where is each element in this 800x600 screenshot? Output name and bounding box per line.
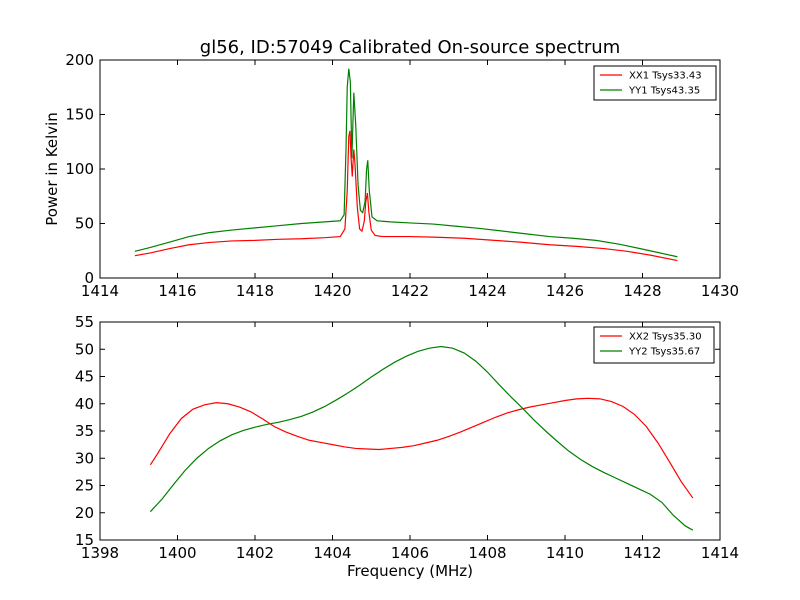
x-tick-label: 1414 [81, 282, 119, 300]
series-group [134, 68, 678, 262]
x-tick-label: 1426 [546, 282, 584, 300]
y-tick-label: 15 [75, 531, 94, 549]
series-line-xx [134, 130, 678, 262]
y-tick-label: 200 [65, 51, 94, 69]
x-tick-label: 1424 [468, 282, 506, 300]
x-tick-label: 1412 [623, 544, 661, 562]
series-line-yy [149, 345, 694, 531]
series-line-xx [149, 397, 694, 499]
x-tick-label: 1404 [313, 544, 351, 562]
bottom-plot: 1398 1400 1402 1404 1406 1408 1410 1412 1414 15 20… [75, 313, 739, 580]
legend-box [593, 326, 715, 364]
y-tick-label: 40 [75, 395, 94, 413]
x-tick-label: 1398 [81, 544, 119, 562]
x-tick-label: 1420 [313, 282, 351, 300]
x-tick-label: 1430 [701, 282, 739, 300]
legend: XX2 Tsys35.30 YY2 Tsys35.67 [593, 326, 715, 364]
y-axis-label: Power in Kelvin [43, 112, 61, 226]
x-tick-label: 1418 [236, 282, 274, 300]
y-tick-label: 35 [75, 422, 94, 440]
x-tick-label: 1408 [468, 544, 506, 562]
top-plot: 1414 1416 1418 1420 1422 1424 1426 1428 1430 0 50 1… [43, 51, 739, 300]
legend-label: XX2 Tsys35.30 [629, 332, 702, 343]
y-tick-label: 30 [75, 449, 94, 467]
x-tick-label: 1400 [158, 544, 196, 562]
x-axis-label: Frequency (MHz) [347, 562, 473, 580]
y-tick-label: 50 [75, 215, 94, 233]
y-tick-label: 55 [75, 313, 94, 331]
x-tick-label: 1414 [701, 544, 739, 562]
x-tick-label: 1406 [391, 544, 429, 562]
chart-title: gl56, ID:57049 Calibrated On-source spec… [200, 37, 620, 58]
y-tick-label: 25 [75, 477, 94, 495]
y-tick-label: 150 [65, 106, 94, 124]
y-tick-label: 100 [65, 160, 94, 178]
x-tick-label: 1410 [546, 544, 584, 562]
y-tick-label: 20 [75, 504, 94, 522]
x-tick-label: 1428 [623, 282, 661, 300]
legend-label: YY1 Tsys43.35 [628, 86, 700, 97]
legend-label: YY2 Tsys35.67 [628, 347, 700, 358]
series-line-yy [134, 68, 678, 258]
legend: XX1 Tsys33.43 YY1 Tsys43.35 [593, 65, 717, 101]
x-tick-label: 1402 [236, 544, 274, 562]
legend-box [593, 65, 717, 101]
y-tick-label: 45 [75, 368, 94, 386]
series-group [149, 345, 694, 531]
legend-label: XX1 Tsys33.43 [629, 71, 702, 82]
y-tick-label: 50 [75, 340, 94, 358]
x-tick-label: 1416 [158, 282, 196, 300]
x-tick-label: 1422 [391, 282, 429, 300]
y-tick-label: 0 [84, 269, 94, 287]
